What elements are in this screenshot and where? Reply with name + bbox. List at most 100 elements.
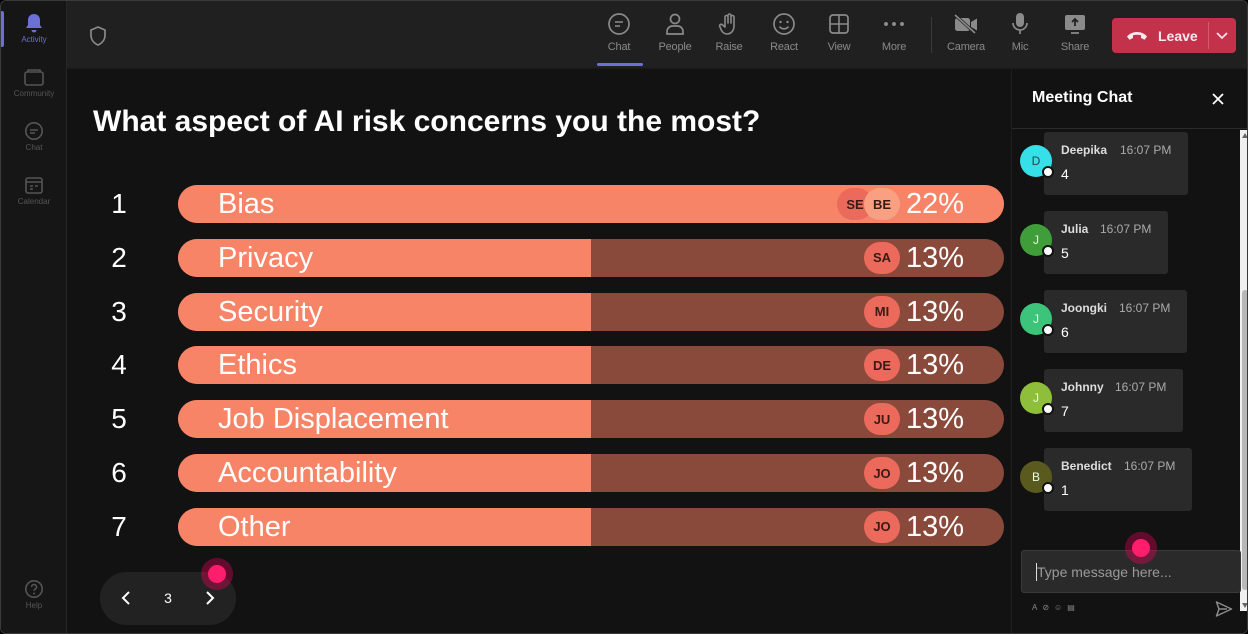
raise-hand-button[interactable]: Raise [704, 11, 754, 63]
rail-item-community[interactable]: Community [1, 67, 67, 117]
emoji-icon[interactable]: ☺ [1054, 603, 1063, 612]
chat-icon [24, 121, 44, 141]
click-indicator [1125, 532, 1157, 564]
community-icon [24, 67, 44, 87]
presence-status-icon [1042, 482, 1054, 494]
poll-question: What aspect of AI risk concerns you the … [93, 105, 761, 138]
poll-option-percent: 13% [905, 241, 964, 274]
message-sender: Deepika [1061, 143, 1108, 157]
attach-icon[interactable]: ⊘ [1042, 603, 1050, 612]
scroll-down-arrow-icon[interactable] [1242, 603, 1247, 608]
message-text: 6 [1061, 324, 1069, 340]
chat-message: B Benedict 16:07 PM 1 [1020, 448, 1192, 511]
poll-option-fill [178, 238, 591, 277]
poll-option-fill [178, 454, 591, 492]
more-button[interactable]: More [869, 11, 919, 63]
mic-button[interactable]: Mic [995, 11, 1045, 63]
chevron-down-icon[interactable] [1214, 27, 1230, 43]
avatar[interactable]: J [1020, 303, 1054, 336]
poll-option-row: 2 Privacy SA 13% [101, 238, 1004, 277]
chevron-right-icon[interactable] [200, 588, 220, 608]
chat-button[interactable]: Chat [594, 11, 644, 63]
text-caret [1036, 563, 1037, 581]
chat-scrollbar[interactable] [1240, 130, 1247, 611]
chat-message: J Julia 16:07 PM 5 [1020, 211, 1168, 274]
calendar-icon [24, 175, 44, 195]
scrollbar-thumb[interactable] [1242, 290, 1247, 590]
raise-label: Raise [715, 41, 743, 53]
rail-item-chat[interactable]: Chat [1, 121, 67, 171]
poll-option-label: Security [218, 295, 323, 328]
rail-item-activity[interactable]: Activity [1, 13, 67, 63]
poll-option-bar[interactable]: Accountability JO 13% [178, 454, 1004, 492]
close-icon[interactable] [1210, 91, 1226, 107]
poll-option-percent: 13% [905, 295, 964, 328]
poll-option-bar[interactable]: Privacy SA 13% [178, 238, 1004, 277]
rail-item-help[interactable]: Help [1, 579, 67, 629]
view-button[interactable]: View [814, 11, 864, 63]
message-sender: Joongki [1061, 301, 1108, 315]
mic-label: Mic [1011, 41, 1029, 53]
message-sender: Johnny [1061, 380, 1104, 394]
people-button[interactable]: People [650, 11, 700, 63]
chat-header: Meeting Chat [1012, 69, 1247, 129]
chat-message-list: D Deepika 16:07 PM 4 J Julia 16:07 PM 5 J Joongki… [1012, 130, 1238, 611]
react-button[interactable]: React [759, 11, 809, 63]
voter-avatar: JU [864, 403, 900, 436]
message-text: 1 [1061, 482, 1069, 498]
send-icon[interactable] [1215, 600, 1233, 618]
shield-icon[interactable] [89, 26, 107, 46]
poll-option-number: 6 [111, 457, 127, 488]
poll-option-percent: 13% [905, 510, 964, 543]
rail-item-label: Activity [21, 35, 47, 44]
message-sender: Benedict [1061, 459, 1112, 473]
help-icon [24, 579, 44, 599]
camera-button[interactable]: Camera [941, 11, 991, 63]
poll-option-number: 5 [111, 403, 127, 435]
poll-option-row: 6 Accountability JO 13% [101, 454, 1004, 492]
poll-option-bar[interactable]: Bias SE BE 22% [178, 185, 1004, 223]
poll-option-bar[interactable]: Ethics DE 13% [178, 346, 1004, 385]
presence-status-icon [1042, 166, 1054, 178]
poll-option-bar[interactable]: Security MI 13% [178, 292, 1004, 331]
poll-option-bar[interactable]: Job Displacement JU 13% [178, 400, 1004, 439]
chevron-left-icon[interactable] [116, 588, 136, 608]
scroll-up-arrow-icon[interactable] [1242, 133, 1247, 138]
poll-option-label: Other [218, 510, 291, 543]
rail-item-label: Chat [25, 143, 43, 152]
message-timestamp: 16:07 PM [1100, 222, 1152, 236]
poll-option-percent: 22% [905, 188, 964, 220]
react-label: React [770, 41, 798, 53]
gif-icon[interactable]: ▤ [1067, 603, 1075, 612]
poll-option-number: 1 [111, 188, 127, 219]
poll-option-percent: 13% [905, 403, 964, 436]
message-text: 7 [1061, 403, 1069, 419]
message-sender: Julia [1061, 222, 1089, 236]
camera-off-icon [953, 11, 979, 37]
share-button[interactable]: Share [1050, 11, 1100, 63]
presence-status-icon [1042, 245, 1054, 257]
avatar[interactable]: J [1020, 382, 1054, 415]
message-text: 4 [1061, 166, 1069, 182]
more-dots-icon [881, 11, 907, 37]
format-icon[interactable]: A [1032, 603, 1038, 612]
poll-option-percent: 13% [905, 349, 964, 382]
poll-option-percent: 13% [905, 457, 964, 489]
leave-divider [1208, 22, 1209, 49]
person-icon [662, 11, 688, 37]
message-text: 5 [1061, 245, 1069, 261]
chat-message-input[interactable] [1021, 550, 1241, 593]
avatar[interactable]: D [1020, 145, 1054, 178]
poll-option-row: 3 Security MI 13% [101, 292, 1004, 331]
voter-avatar: JO [864, 457, 900, 489]
poll-option-bar[interactable]: Other JO 13% [178, 507, 1004, 546]
avatar[interactable]: J [1020, 224, 1054, 257]
voter-avatar: BE [864, 188, 900, 220]
leave-button[interactable]: Leave [1112, 18, 1236, 53]
rail-item-calendar[interactable]: Calendar [1, 175, 67, 225]
chat-tab-indicator [597, 63, 643, 66]
rail-item-label: Community [13, 89, 55, 98]
poll-option-label: Job Displacement [218, 403, 449, 436]
bell-icon [24, 13, 44, 33]
avatar[interactable]: B [1020, 461, 1054, 494]
